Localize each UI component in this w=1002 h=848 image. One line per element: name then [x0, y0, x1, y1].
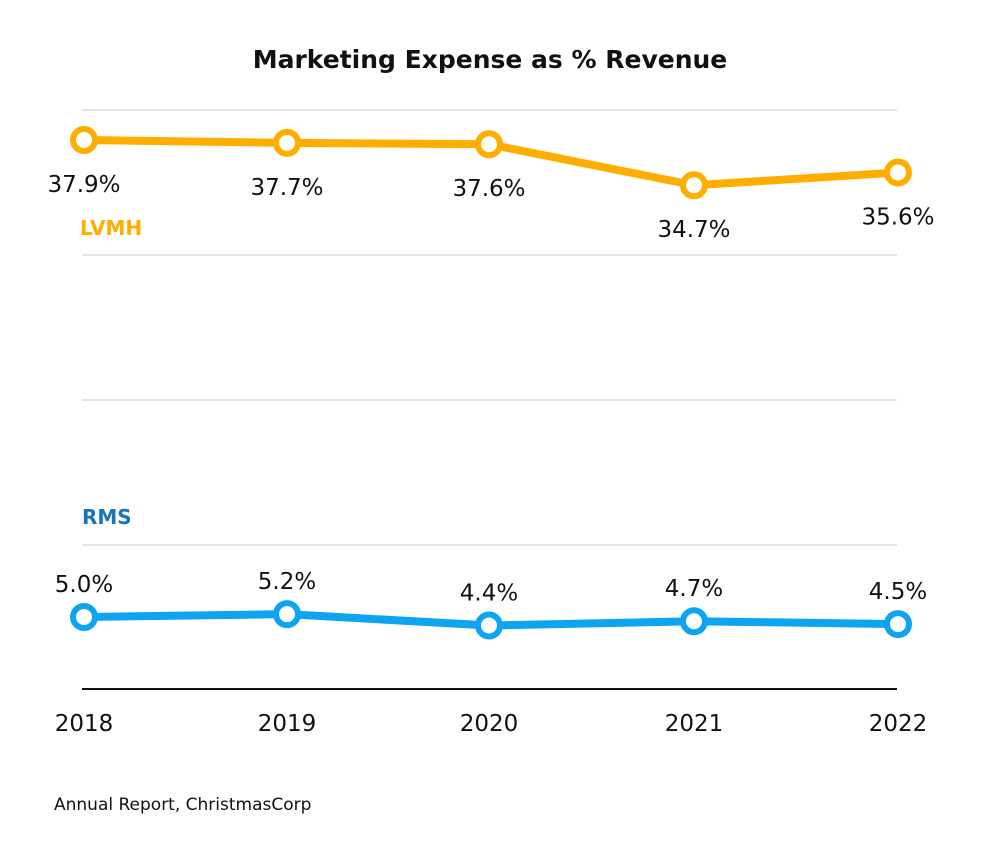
x-axis-ticks: 2018 2019 2020 2021 2022	[55, 711, 928, 737]
data-point	[475, 130, 503, 159]
source-note: Annual Report, ChristmasCorp	[54, 795, 311, 815]
series-rms: 5.0% 5.2% 4.4% 4.7% 4.5%	[55, 569, 927, 640]
data-point	[884, 610, 912, 639]
data-label: 5.0%	[55, 572, 113, 598]
series-name-rms: RMS	[82, 505, 132, 529]
series-layer: 37.9% 37.7% 37.6% 34.7% 35.6% 5.0% 5.2% 4.4% 4.7…	[47, 126, 935, 640]
data-label: 37.6%	[452, 176, 525, 202]
x-tick-label: 2021	[665, 711, 724, 737]
x-tick-label: 2022	[869, 711, 928, 737]
chart-title: Marketing Expense as % Revenue	[253, 45, 728, 74]
data-label: 34.7%	[657, 217, 730, 243]
data-point	[70, 603, 98, 631]
data-point	[70, 126, 98, 154]
data-point	[273, 128, 301, 157]
data-point	[680, 607, 708, 636]
data-point	[680, 171, 708, 200]
data-label: 4.5%	[869, 579, 927, 605]
data-label: 4.7%	[665, 576, 723, 602]
data-label: 35.6%	[861, 205, 934, 231]
data-label: 4.4%	[460, 580, 518, 606]
data-label: 5.2%	[258, 569, 316, 595]
x-tick-label: 2019	[258, 711, 317, 737]
data-label: 37.9%	[47, 172, 120, 198]
data-label: 37.7%	[250, 175, 323, 201]
data-point	[475, 611, 503, 640]
gridlines	[82, 109, 897, 690]
series-lvmh: 37.9% 37.7% 37.6% 34.7% 35.6%	[47, 126, 935, 243]
x-tick-label: 2018	[55, 711, 114, 737]
x-tick-label: 2020	[460, 711, 519, 737]
data-point	[884, 158, 912, 187]
series-name-lvmh: LVMH	[80, 216, 142, 240]
data-point	[273, 600, 301, 629]
